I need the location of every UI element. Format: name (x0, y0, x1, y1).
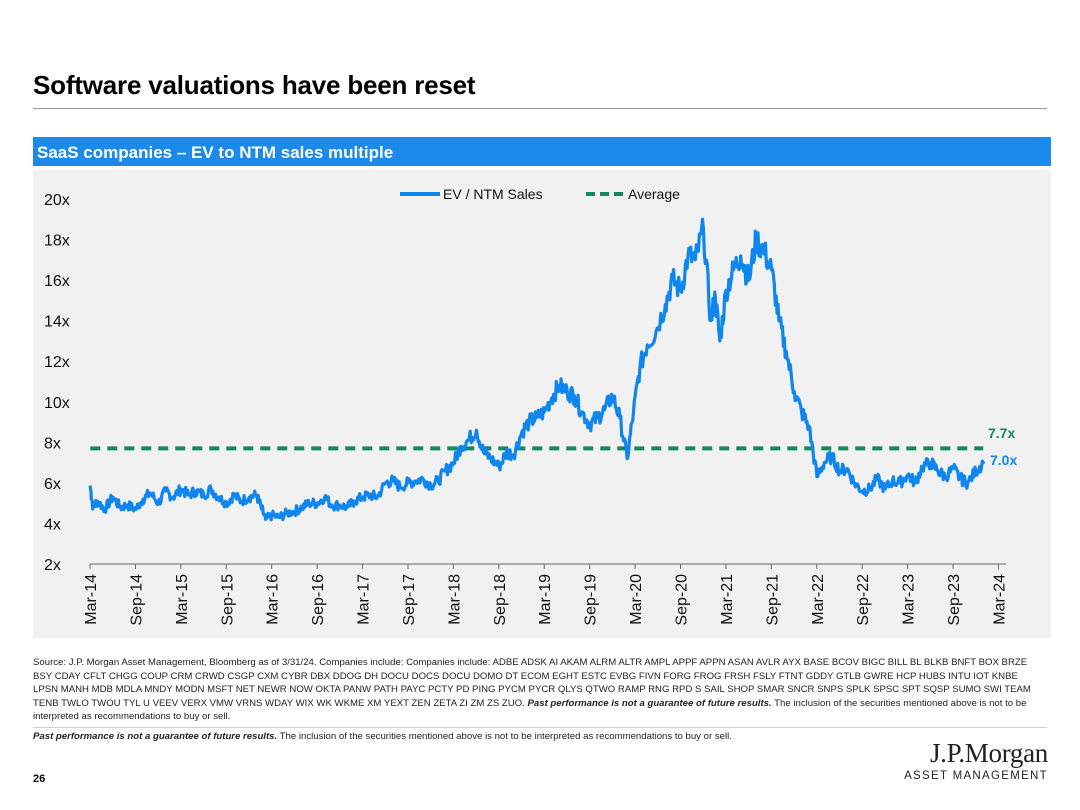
x-tick-label: Sep-19 (583, 574, 600, 626)
x-tick-label: Sep-23 (946, 574, 963, 626)
y-tick-label: 18x (44, 233, 70, 250)
chart-panel: 2x 4x 6x 8x 10x 12x 14x 16x 18x 20x Mar-14 Sep-14 M… (33, 170, 1051, 638)
end-labels: 7.7x 7.0x (988, 425, 1017, 468)
source-tail: The inclusion of the securities mentione… (33, 697, 1027, 723)
x-tick-label: Sep-14 (128, 574, 145, 626)
chart-legend: EV / NTM Sales Average (400, 186, 680, 202)
ev-ntm-sales-line (88, 217, 985, 522)
disclaimer-emphasis: Past performance is not a guarantee of f… (33, 731, 278, 742)
x-tick-label: Mar-16 (265, 574, 282, 625)
x-tick-label: Mar-14 (83, 574, 100, 625)
y-tick-label: 4x (44, 516, 61, 533)
y-tick-label: 20x (44, 192, 70, 209)
legend-label-average: Average (628, 186, 680, 202)
series-layer (88, 217, 985, 522)
series-end-label: 7.0x (990, 452, 1017, 468)
x-tick-label: Sep-16 (310, 574, 327, 626)
y-tick-label: 6x (44, 476, 61, 493)
jpmorgan-logo: J.P.Morgan ASSET MANAGEMENT (904, 738, 1048, 782)
x-tick-label: Mar-22 (810, 574, 827, 625)
y-tick-label: 2x (44, 557, 61, 574)
source-note: Source: J.P. Morgan Asset Management, Bl… (33, 656, 1043, 724)
footer-divider (33, 727, 1047, 728)
logo-subtitle: ASSET MANAGEMENT (904, 770, 1048, 782)
y-tick-label: 12x (44, 354, 70, 371)
page-number: 26 (33, 773, 46, 785)
x-tick-label: Mar-21 (719, 574, 736, 625)
average-end-label: 7.7x (988, 425, 1015, 441)
page-title: Software valuations have been reset (33, 70, 476, 100)
x-axis-labels: Mar-14 Sep-14 Mar-15 Sep-15 Mar-16 Sep-16 Mar-… (83, 574, 1008, 626)
disclaimer: Past performance is not a guarantee of f… (33, 731, 933, 742)
disclaimer-tail: The inclusion of the securities mentione… (279, 731, 732, 742)
x-tick-label: Sep-15 (219, 574, 236, 626)
x-tick-label: Mar-18 (446, 574, 463, 625)
x-tick-label: Mar-19 (537, 574, 554, 625)
x-tick-label: Sep-22 (855, 574, 872, 626)
y-axis-labels: 2x 4x 6x 8x 10x 12x 14x 16x 18x 20x (44, 192, 70, 574)
x-tick-label: Mar-23 (901, 574, 918, 625)
x-tick-label: Sep-18 (492, 574, 509, 626)
legend-label-ev-ntm: EV / NTM Sales (443, 186, 543, 202)
x-tick-label: Mar-20 (628, 574, 645, 625)
x-tick-label: Sep-20 (673, 574, 690, 626)
x-tick-label: Mar-15 (174, 574, 191, 625)
y-tick-label: 14x (44, 314, 70, 331)
x-tick-label: Sep-17 (401, 574, 418, 626)
source-text: Source: J.P. Morgan Asset Management, Bl… (33, 657, 1031, 709)
logo-wordmark: J.P.Morgan (929, 738, 1048, 768)
x-tick-label: Mar-17 (356, 574, 373, 625)
x-tick-label: Mar-24 (991, 574, 1008, 625)
x-tick-label: Sep-21 (764, 574, 781, 626)
y-tick-label: 10x (44, 395, 70, 412)
y-tick-label: 16x (44, 273, 70, 290)
x-axis (89, 563, 1006, 569)
source-emphasis: Past performance is not a guarantee of f… (527, 697, 772, 709)
chart-header: SaaS companies – EV to NTM sales multipl… (33, 137, 1051, 166)
title-divider (33, 108, 1047, 109)
y-tick-label: 8x (44, 435, 61, 452)
